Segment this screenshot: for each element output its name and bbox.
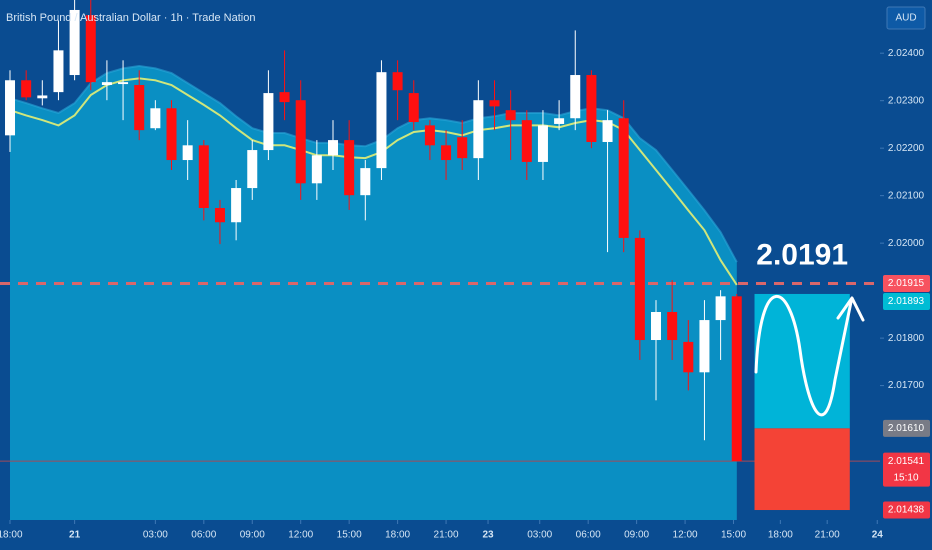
currency: AUD <box>895 13 916 24</box>
price-label-countdown: 15:10 <box>893 472 918 483</box>
price-label: 2.01610 <box>888 423 925 434</box>
plot: 2.0191 <box>0 0 880 520</box>
x-tick-label: 09:00 <box>240 530 265 541</box>
annotation: 2.0191 <box>756 238 848 271</box>
candle-body <box>85 15 96 83</box>
candle-body <box>231 188 242 223</box>
x-tick-label: 23 <box>482 530 494 541</box>
price-label-box <box>883 452 930 487</box>
chart-title: British Pound / Australian Dollar · 1h ·… <box>6 12 255 24</box>
band-area <box>10 66 737 520</box>
x-tick-label: 18:00 <box>0 530 23 541</box>
candle-body <box>198 145 209 208</box>
band-edge <box>9 64 738 263</box>
price-label-box <box>883 275 930 293</box>
candle-body <box>328 140 339 156</box>
y-tick-label: 2.02100 <box>888 190 925 201</box>
candle-body <box>263 93 274 151</box>
candle-body <box>457 137 468 159</box>
candle-body <box>118 82 129 85</box>
candle-body <box>521 120 532 162</box>
candle-body <box>489 100 500 107</box>
x-tick-label: 21:00 <box>434 530 459 541</box>
x-tick-label: 06:00 <box>576 530 601 541</box>
candle-body <box>537 125 548 162</box>
ma-line <box>9 77 738 286</box>
y-tick-label: 2.02000 <box>888 238 925 249</box>
x-tick-label: 15:00 <box>337 530 362 541</box>
candle-body <box>166 108 177 161</box>
candle-body <box>344 140 355 196</box>
time-axis <box>0 520 932 550</box>
candle-body <box>715 296 726 321</box>
y-tick-label: 2.02300 <box>888 95 925 106</box>
candle-body <box>651 312 662 341</box>
candle-body <box>683 341 694 373</box>
y-tick-label: 2.01700 <box>888 380 925 391</box>
x-tick-label: 15:00 <box>721 530 746 541</box>
axes: 2.02400 2.02300 2.02200 2.02100 2.02000 2.018… <box>0 48 930 541</box>
arrow-head <box>836 296 865 322</box>
price-label-box <box>883 501 930 519</box>
candle-body <box>5 80 16 136</box>
y-tick-label: 2.01800 <box>888 333 925 344</box>
x-tick-label: 09:00 <box>624 530 649 541</box>
candle-body <box>618 118 629 238</box>
candle-body <box>570 75 581 119</box>
currency-box <box>886 6 926 30</box>
candle-body <box>586 75 597 142</box>
arrow <box>754 295 853 417</box>
candle-body <box>53 50 64 93</box>
y-tick-label: 2.02200 <box>888 143 925 154</box>
candle-body <box>473 100 484 159</box>
candle-body <box>150 108 161 129</box>
candle-body <box>667 312 678 341</box>
price-label: 2.01893 <box>888 296 925 307</box>
candle-body <box>424 125 435 146</box>
candle-body <box>602 120 613 142</box>
price-label: 2.01438 <box>888 505 925 516</box>
candle-body <box>408 93 419 123</box>
x-tick-label: 24 <box>872 530 884 541</box>
x-tick-label: 03:00 <box>527 530 552 541</box>
x-tick-label: 21:00 <box>815 530 840 541</box>
candle-body <box>247 150 258 189</box>
candle-body <box>37 95 48 99</box>
candle-body <box>554 118 565 124</box>
candle-body <box>505 110 516 121</box>
candle-body <box>376 72 387 169</box>
candle-body <box>182 145 193 161</box>
candle-body <box>214 208 225 223</box>
candle-body <box>69 9 80 76</box>
candle-body <box>441 145 452 161</box>
candle-body <box>21 80 32 98</box>
candle-body <box>731 296 742 462</box>
stop-zone <box>754 428 850 511</box>
candle-body <box>279 92 290 103</box>
price-label-box <box>883 419 930 437</box>
candle-body <box>392 72 403 91</box>
candle-body <box>699 320 710 373</box>
candle-body <box>634 237 645 341</box>
price-axis <box>880 0 932 520</box>
x-tick-label: 18:00 <box>385 530 410 541</box>
candle-body <box>360 168 371 196</box>
x-tick-label: 21 <box>69 530 81 541</box>
y-tick-label: 2.02400 <box>888 48 925 59</box>
price-label-box <box>883 293 930 311</box>
x-tick-label: 12:00 <box>288 530 313 541</box>
price-label: 2.01915 <box>888 278 925 289</box>
x-tick-label: 12:00 <box>673 530 698 541</box>
candle-body <box>311 155 322 184</box>
x-tick-label: 03:00 <box>143 530 168 541</box>
candle-body <box>134 85 145 131</box>
price-label: 2.01541 <box>888 456 925 467</box>
candle-body <box>295 100 306 184</box>
x-tick-label: 18:00 <box>768 530 793 541</box>
candle-body <box>101 82 112 86</box>
x-tick-label: 06:00 <box>191 530 216 541</box>
